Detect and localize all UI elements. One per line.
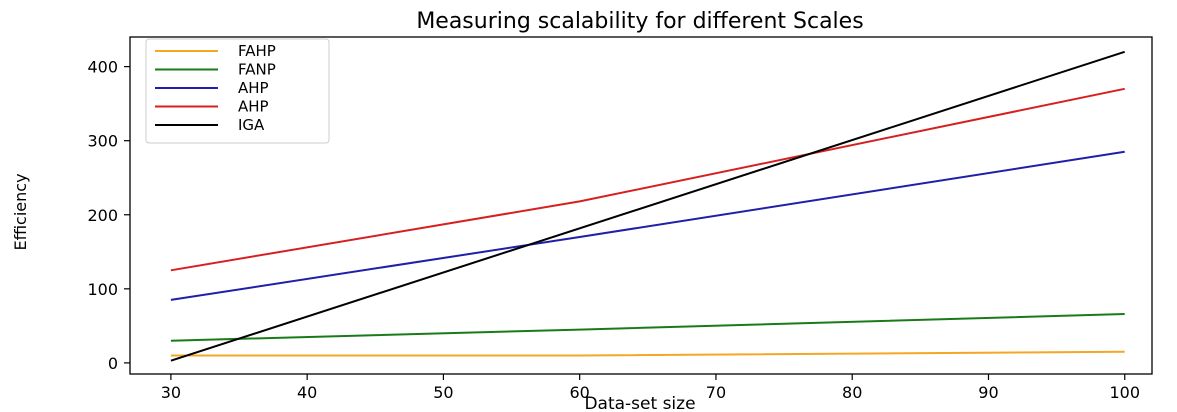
y-tick-label: 400	[87, 58, 118, 77]
y-tick-label: 0	[108, 354, 118, 373]
x-tick-label: 80	[842, 383, 862, 402]
series-line-ahp-3	[170, 87, 1125, 272]
y-axis-label: Efficiency	[11, 173, 30, 250]
x-tick-label: 60	[570, 383, 590, 402]
x-tick-label: 40	[297, 383, 317, 402]
y-tick-label: 100	[87, 280, 118, 299]
series-line-fanp-1	[170, 313, 1125, 342]
legend-label: IGA	[238, 116, 265, 134]
axis-ticks: 30 40 50 60 70 80 90 100 0 100 200 300 400	[87, 58, 1140, 402]
x-tick-label: 100	[1109, 383, 1140, 402]
x-tick-label: 90	[978, 383, 998, 402]
y-tick-label: 200	[87, 206, 118, 225]
series-line-iga-4	[170, 50, 1126, 362]
legend-label: AHP	[238, 98, 269, 116]
x-tick-label: 30	[161, 383, 181, 402]
legend-label: AHP	[238, 79, 269, 97]
series-lines	[170, 50, 1126, 362]
legend-box	[145, 38, 330, 144]
series-line-ahp-2	[170, 150, 1125, 301]
x-tick-label: 50	[433, 383, 453, 402]
y-tick-label: 300	[87, 132, 118, 151]
series-line-fahp-0	[170, 350, 1125, 357]
plot-area	[129, 36, 1153, 375]
x-tick-label: 70	[706, 383, 726, 402]
chart-title: Measuring scalability for different Scal…	[416, 9, 863, 34]
x-axis-label: Data-set size	[584, 394, 695, 412]
legend-label: FANP	[238, 61, 276, 79]
legend-label: FAHP	[238, 42, 276, 60]
